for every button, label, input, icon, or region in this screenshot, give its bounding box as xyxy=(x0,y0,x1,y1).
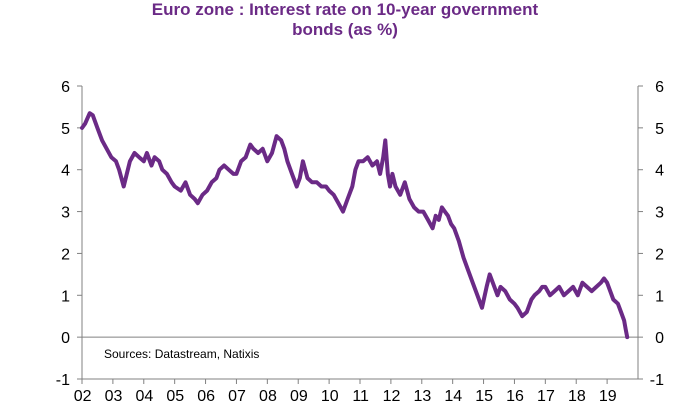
x-tick-label: 09 xyxy=(290,388,308,405)
y-tick-label-right: 3 xyxy=(655,205,664,222)
x-tick-label: 14 xyxy=(444,388,462,405)
x-axis-ticks: 02 03 04 05 06 07 08 09 10 11 12 13 14 15 16 17 18 19 xyxy=(74,379,617,405)
x-tick-label: 05 xyxy=(166,388,184,405)
chart-title-line-2: bonds (as %) xyxy=(292,20,398,39)
x-tick-label: 11 xyxy=(352,388,369,405)
y-tick-label-right: 2 xyxy=(655,246,664,263)
y-tick-label-left: 3 xyxy=(61,205,70,222)
x-tick-label: 04 xyxy=(135,388,153,405)
y-tick-label-left: 5 xyxy=(61,121,70,138)
x-tick-label: 08 xyxy=(259,388,277,405)
source-annotation: Sources: Datastream, Natixis xyxy=(104,347,259,361)
series-line xyxy=(80,111,630,340)
y-tick-label-right: -1 xyxy=(650,372,664,389)
x-tick-label: 13 xyxy=(413,388,431,405)
x-tick-label: 17 xyxy=(537,388,555,405)
y-tick-label-right: 5 xyxy=(655,121,664,138)
axes xyxy=(81,86,639,380)
y-tick-label-left: 4 xyxy=(61,163,70,180)
x-tick-label: 18 xyxy=(568,388,586,405)
y-axis-right-ticks: -1 0 1 2 3 4 5 6 xyxy=(638,79,664,389)
y-tick-label-right: 0 xyxy=(655,330,664,347)
x-tick-label: 07 xyxy=(228,388,246,405)
chart-title-line-1: Euro zone : Interest rate on 10-year gov… xyxy=(152,0,539,19)
x-tick-label: 15 xyxy=(475,388,493,405)
y-axis-left-ticks: -1 0 1 2 3 4 5 6 xyxy=(56,79,82,389)
y-tick-label-right: 1 xyxy=(655,288,664,305)
x-tick-label: 03 xyxy=(105,388,123,405)
y-tick-label-left: 2 xyxy=(61,246,70,263)
x-tick-label: 19 xyxy=(599,388,617,405)
y-tick-label-left: -1 xyxy=(56,372,70,389)
y-tick-label-left: 0 xyxy=(61,330,70,347)
y-tick-label-left: 6 xyxy=(61,79,70,96)
x-tick-label: 16 xyxy=(506,388,524,405)
y-tick-label-left: 1 xyxy=(61,288,70,305)
x-tick-label: 02 xyxy=(74,388,92,405)
y-tick-label-right: 4 xyxy=(655,163,664,180)
y-tick-label-right: 6 xyxy=(655,79,664,96)
x-tick-label: 12 xyxy=(383,388,401,405)
x-tick-label: 10 xyxy=(321,388,339,405)
x-tick-label: 06 xyxy=(197,388,215,405)
